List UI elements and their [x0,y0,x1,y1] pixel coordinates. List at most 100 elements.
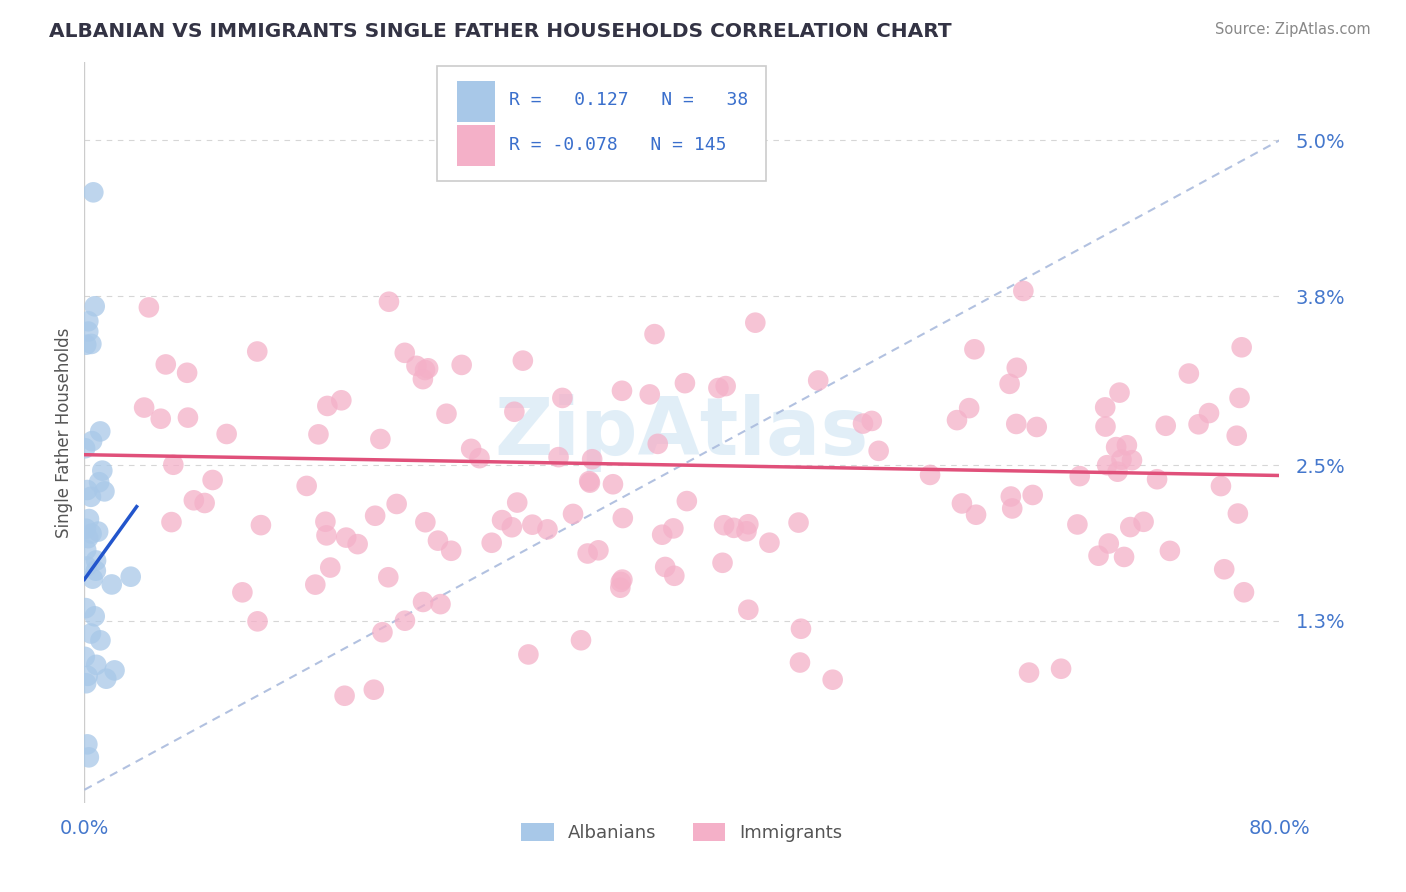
Point [316,399,339,413]
Point [89,425,111,439]
Point [569,633,592,648]
FancyBboxPatch shape [437,66,766,181]
Point [155,358,177,372]
Point [1012,284,1035,298]
Point [149,411,172,425]
Point [440,543,463,558]
Point [346,537,368,551]
Point [370,432,392,446]
Point [201,473,224,487]
Point [860,414,883,428]
Point [89,633,111,648]
Point [1198,406,1220,420]
Point [162,458,184,472]
Point [385,497,408,511]
Point [503,405,526,419]
Point [76,737,98,751]
Point [522,517,544,532]
Point [468,451,491,466]
Point [80,526,103,541]
Point [371,625,394,640]
Bar [457,81,495,121]
Point [1001,501,1024,516]
Point [333,689,356,703]
Point [1095,458,1118,472]
Point [87,524,110,539]
Point [946,413,969,427]
Point [1005,360,1028,375]
Point [103,664,125,678]
Point [1178,367,1201,381]
Point [450,358,472,372]
Point [176,366,198,380]
Legend: Albanians, Immigrants: Albanians, Immigrants [513,815,851,849]
Point [460,442,482,456]
Point [517,648,540,662]
Point [307,427,329,442]
Point [647,437,669,451]
Point [295,479,318,493]
Point [246,615,269,629]
Point [790,622,813,636]
Point [231,585,253,599]
Text: R =   0.127   N =   38: R = 0.127 N = 38 [509,91,748,109]
Point [84,657,107,672]
Point [73,649,96,664]
Point [314,515,336,529]
Point [82,434,104,449]
Point [1187,417,1209,432]
Text: Source: ZipAtlas.com: Source: ZipAtlas.com [1215,22,1371,37]
Point [963,343,986,357]
Point [950,496,973,510]
Point [75,337,97,351]
Point [138,301,160,315]
Point [315,528,337,542]
Point [807,374,830,388]
Point [76,483,98,497]
Point [501,520,523,534]
Point [676,494,699,508]
Point [415,515,437,529]
Point [77,512,100,526]
Point [562,507,585,521]
Point [612,511,634,525]
Point [481,535,503,549]
Y-axis label: Single Father Households: Single Father Households [55,327,73,538]
Point [789,656,811,670]
Point [1154,418,1177,433]
Point [662,521,685,535]
Text: ALBANIAN VS IMMIGRANTS SINGLE FATHER HOUSEHOLDS CORRELATION CHART: ALBANIAN VS IMMIGRANTS SINGLE FATHER HOU… [49,22,952,41]
Point [651,527,673,541]
Point [654,560,676,574]
Point [1005,417,1028,431]
Point [335,531,357,545]
Point [1146,472,1168,486]
Point [75,676,97,690]
Point [1226,507,1249,521]
Point [737,603,759,617]
Point [75,542,97,557]
Point [80,490,103,504]
Point [1025,420,1047,434]
Point [1021,488,1043,502]
Point [1107,465,1129,479]
Point [413,363,436,377]
Point [868,443,890,458]
Point [77,750,100,764]
Point [1121,453,1143,467]
Point [713,518,735,533]
Point [1233,585,1256,599]
Point [551,391,574,405]
Point [183,493,205,508]
Point [1119,520,1142,534]
Point [83,609,105,624]
Point [215,427,238,442]
Point [1226,428,1249,442]
Point [1115,438,1137,452]
Point [1066,517,1088,532]
Point [1050,662,1073,676]
Point [491,513,513,527]
Point [319,560,342,574]
Point [76,559,98,574]
Point [1000,490,1022,504]
